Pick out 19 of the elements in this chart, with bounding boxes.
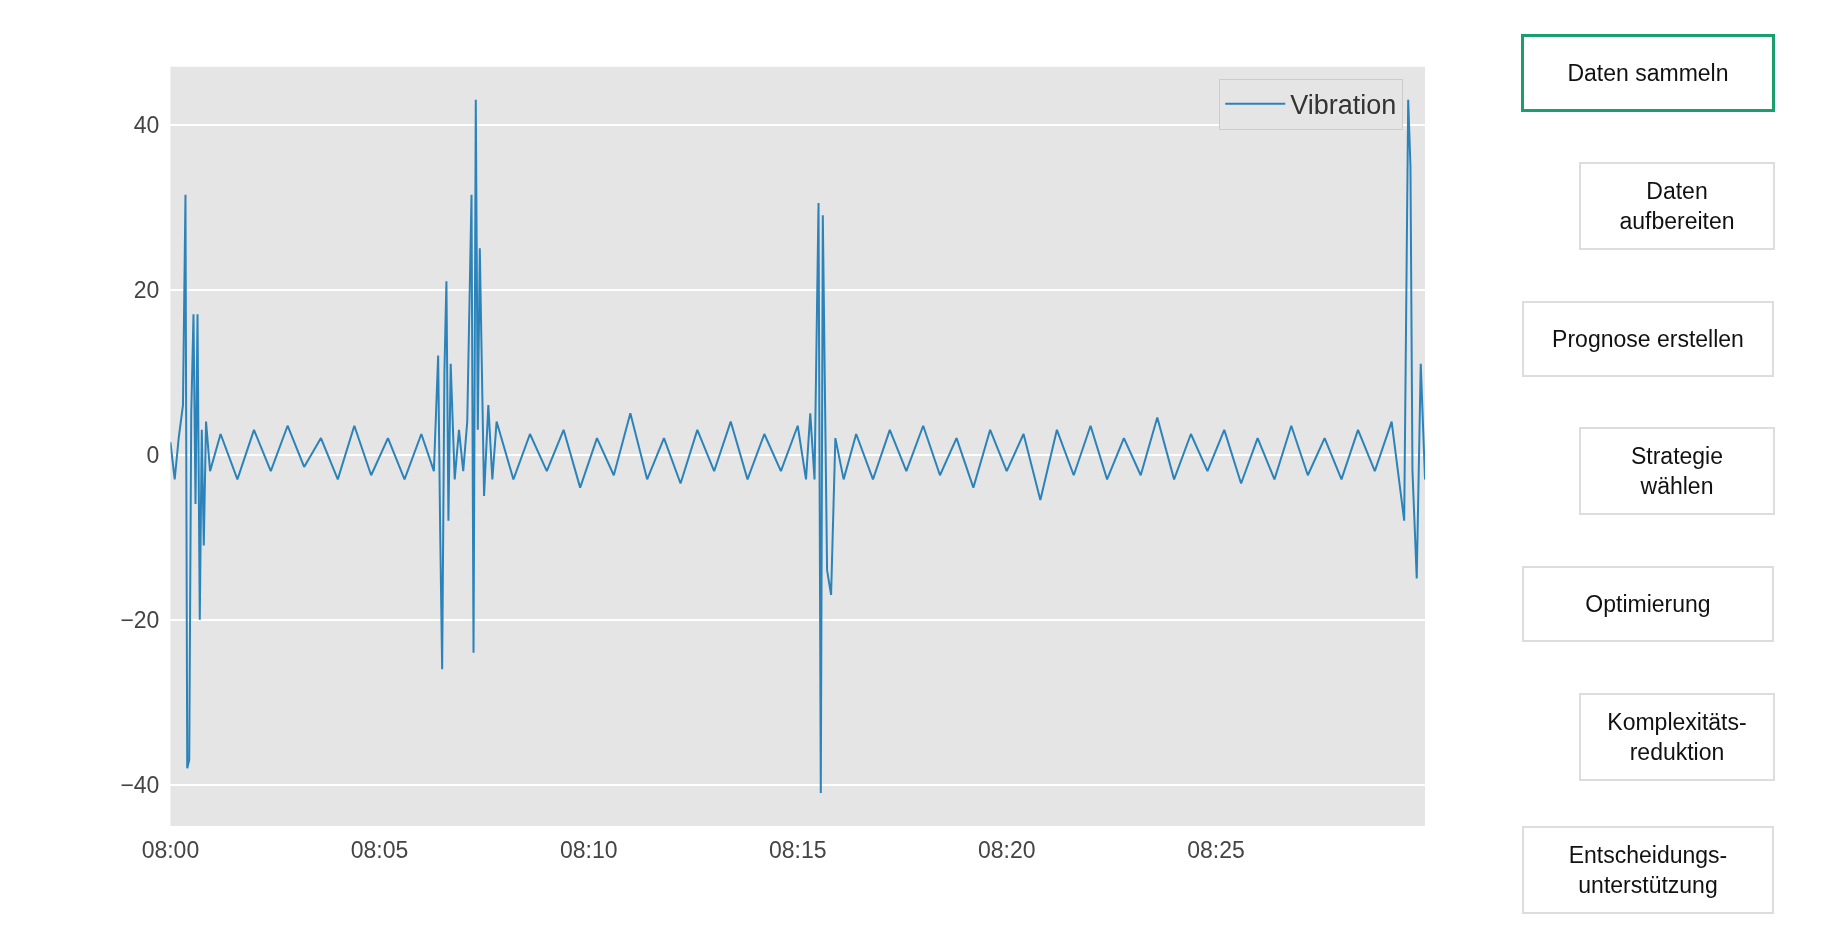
y-tick-label: 0: [146, 441, 160, 468]
text: Strategie wählen: [1630, 443, 1724, 499]
x-tick-label: 08:05: [350, 836, 409, 863]
text: Optimierung: [1585, 591, 1711, 617]
legend-label: Vibration: [1290, 90, 1397, 121]
y-tick-label: −40: [120, 771, 160, 798]
text: Entscheidungs- unterstützung: [1568, 842, 1728, 898]
y-tick-label: 20: [133, 276, 160, 303]
text: Prognose erstellen: [1552, 326, 1744, 352]
x-tick-label: 08:00: [141, 836, 200, 863]
text: Daten sammeln: [1567, 60, 1729, 86]
x-tick-label: 08:10: [559, 836, 618, 863]
x-tick-label: 08:15: [768, 836, 827, 863]
y-tick-label: −20: [120, 606, 160, 633]
text: Daten aufbereiten: [1619, 178, 1735, 234]
x-tick-label: 08:20: [977, 836, 1036, 863]
y-tick-label: 40: [133, 111, 160, 138]
text: Komplexitäts- reduktion: [1607, 709, 1747, 765]
x-tick-label: 08:25: [1187, 836, 1245, 863]
